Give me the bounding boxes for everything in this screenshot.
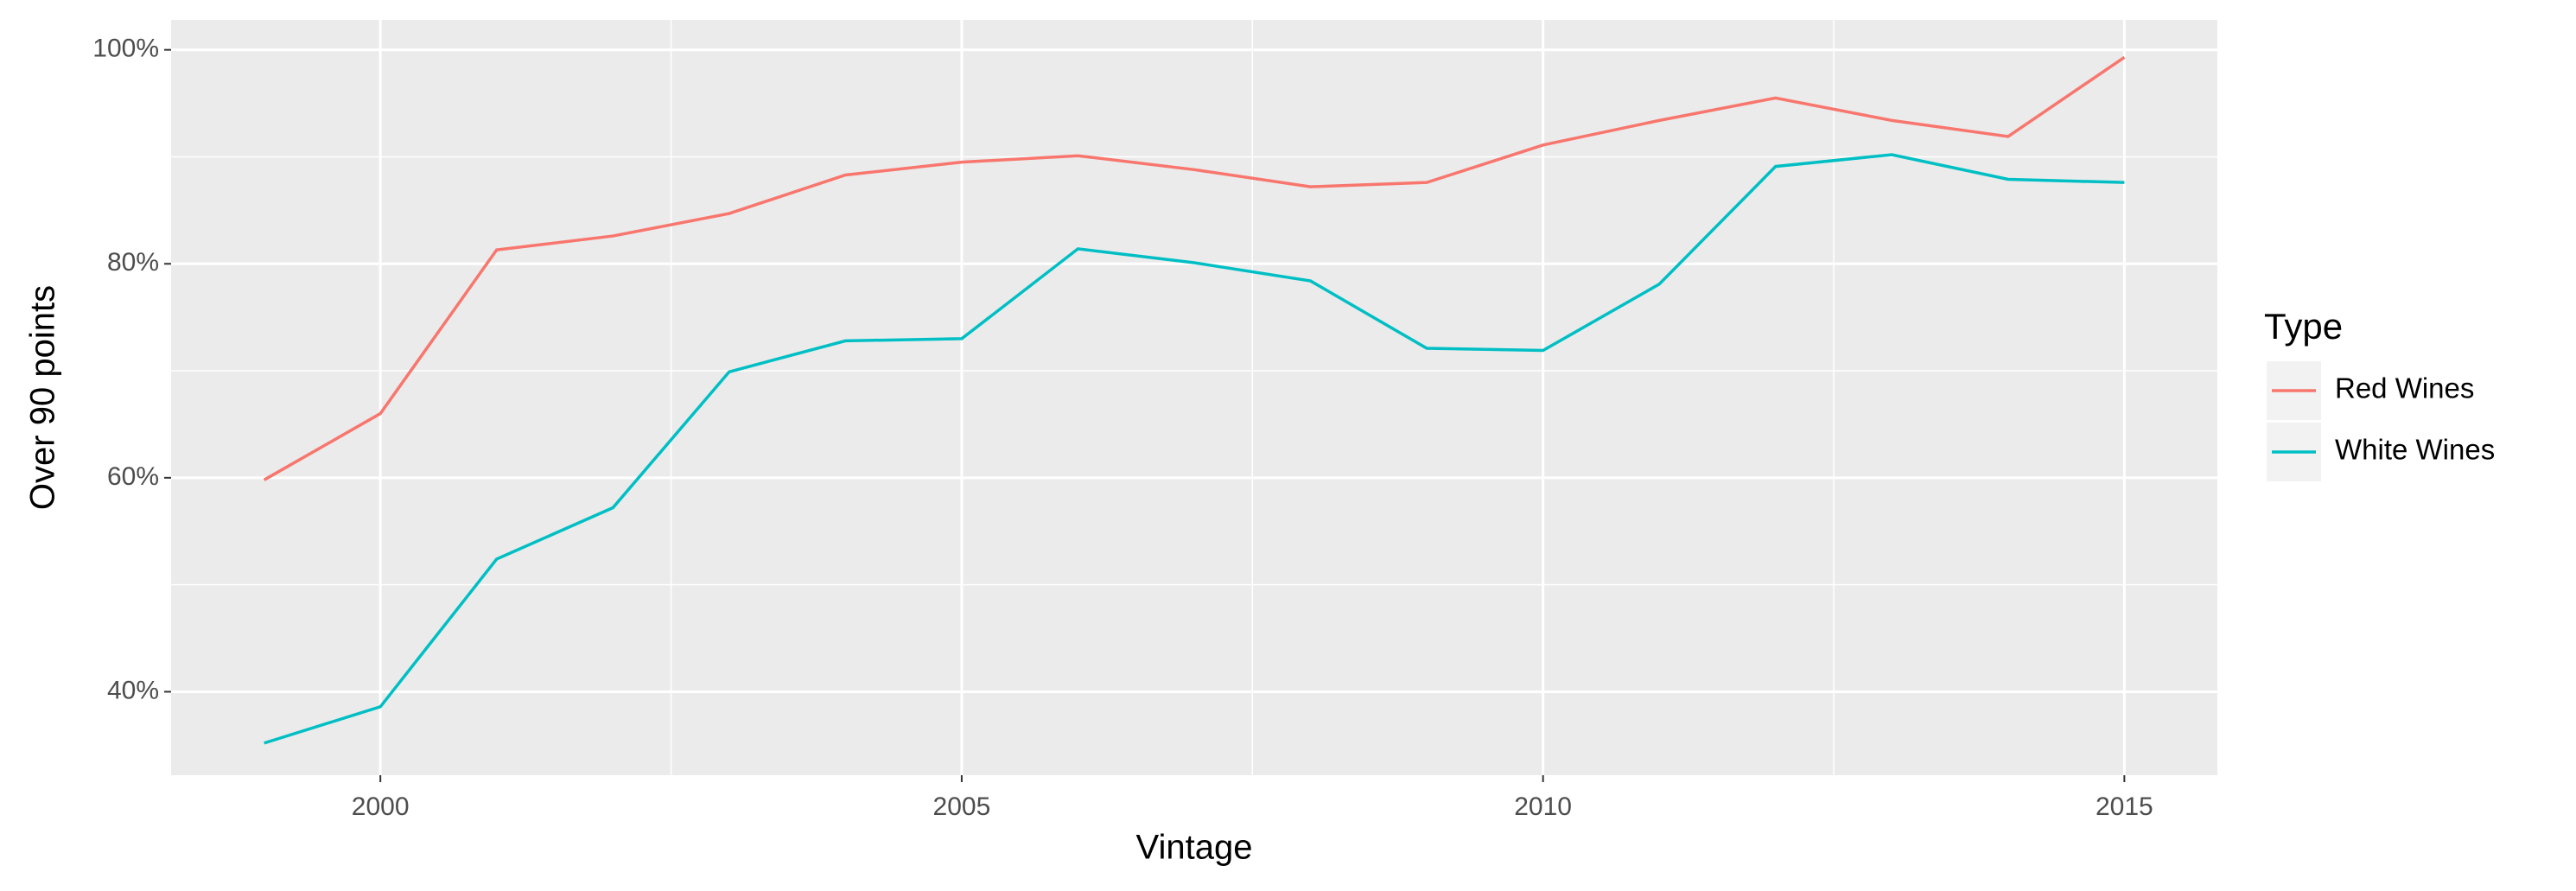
panel [171,20,2217,775]
x-tick-label: 2005 [933,792,991,821]
y-tick-label: 100% [92,35,159,63]
x-tick-label: 2015 [2096,792,2153,821]
y-tick-label: 80% [107,248,159,277]
x-axis-title: Vintage [1136,829,1253,867]
y-tick-label: 40% [107,676,159,704]
legend-label: Red Wines [2335,372,2474,404]
series-line [264,153,2125,745]
legend-title: Type [2264,306,2343,347]
x-tick-label: 2010 [1514,792,1572,821]
x-tick-label: 2000 [352,792,410,821]
y-tick-label: 60% [107,462,159,491]
legend-label: White Wines [2335,434,2495,466]
y-axis-title: Over 90 points [24,285,62,510]
series-line [263,55,2126,481]
